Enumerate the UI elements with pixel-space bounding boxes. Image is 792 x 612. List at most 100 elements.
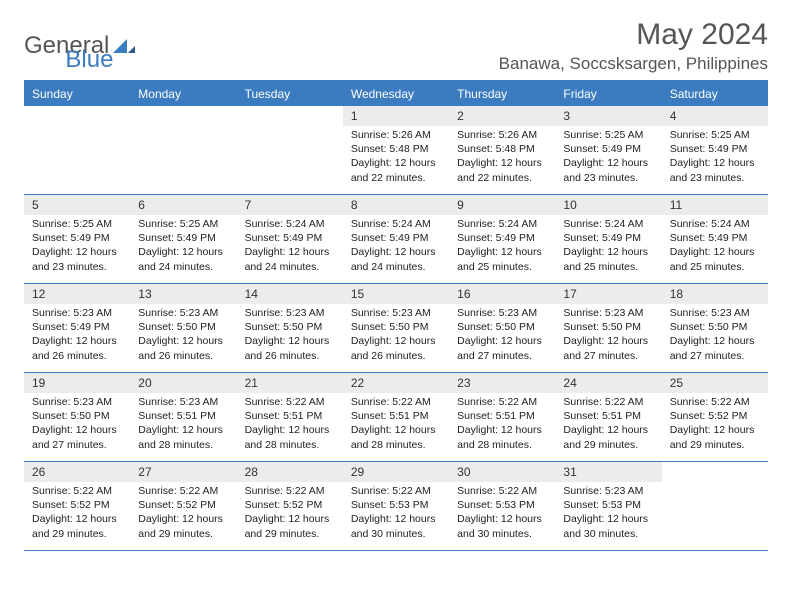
day-number: 18 [662, 284, 768, 304]
day-content: Sunrise: 5:25 AMSunset: 5:49 PMDaylight:… [662, 126, 768, 189]
sunset-text: Sunset: 5:51 PM [138, 409, 228, 423]
day-cell: 19Sunrise: 5:23 AMSunset: 5:50 PMDayligh… [24, 373, 130, 461]
day-number: 8 [343, 195, 449, 215]
day-cell: 16Sunrise: 5:23 AMSunset: 5:50 PMDayligh… [449, 284, 555, 372]
logo-text-blue: Blue [65, 46, 113, 74]
day-number: 10 [555, 195, 661, 215]
day-cell: 12Sunrise: 5:23 AMSunset: 5:49 PMDayligh… [24, 284, 130, 372]
day-content: Sunrise: 5:23 AMSunset: 5:51 PMDaylight:… [130, 393, 236, 456]
daylight-text: Daylight: 12 hours and 26 minutes. [351, 334, 441, 362]
day-number: 30 [449, 462, 555, 482]
day-content [130, 126, 236, 132]
day-cell: 28Sunrise: 5:22 AMSunset: 5:52 PMDayligh… [237, 462, 343, 550]
day-content: Sunrise: 5:24 AMSunset: 5:49 PMDaylight:… [343, 215, 449, 278]
sunrise-text: Sunrise: 5:25 AM [32, 217, 122, 231]
day-header-friday: Friday [555, 82, 661, 106]
day-cell: 7Sunrise: 5:24 AMSunset: 5:49 PMDaylight… [237, 195, 343, 283]
day-number: 31 [555, 462, 661, 482]
day-number: 17 [555, 284, 661, 304]
sunset-text: Sunset: 5:51 PM [351, 409, 441, 423]
day-number: 12 [24, 284, 130, 304]
day-number: 3 [555, 106, 661, 126]
sunset-text: Sunset: 5:51 PM [245, 409, 335, 423]
weeks-container: 1Sunrise: 5:26 AMSunset: 5:48 PMDaylight… [24, 106, 768, 551]
sunset-text: Sunset: 5:49 PM [138, 231, 228, 245]
day-header-thursday: Thursday [449, 82, 555, 106]
day-content: Sunrise: 5:25 AMSunset: 5:49 PMDaylight:… [24, 215, 130, 278]
day-cell [24, 106, 130, 194]
daylight-text: Daylight: 12 hours and 24 minutes. [351, 245, 441, 273]
sunset-text: Sunset: 5:49 PM [563, 231, 653, 245]
day-number: 22 [343, 373, 449, 393]
daylight-text: Daylight: 12 hours and 28 minutes. [138, 423, 228, 451]
day-cell: 1Sunrise: 5:26 AMSunset: 5:48 PMDaylight… [343, 106, 449, 194]
sunrise-text: Sunrise: 5:25 AM [670, 128, 760, 142]
daylight-text: Daylight: 12 hours and 29 minutes. [245, 512, 335, 540]
daylight-text: Daylight: 12 hours and 25 minutes. [670, 245, 760, 273]
sunrise-text: Sunrise: 5:22 AM [670, 395, 760, 409]
day-number: 20 [130, 373, 236, 393]
sunrise-text: Sunrise: 5:25 AM [138, 217, 228, 231]
month-title: May 2024 [499, 18, 768, 52]
sunrise-text: Sunrise: 5:23 AM [670, 306, 760, 320]
daylight-text: Daylight: 12 hours and 30 minutes. [351, 512, 441, 540]
day-content: Sunrise: 5:26 AMSunset: 5:48 PMDaylight:… [343, 126, 449, 189]
day-content: Sunrise: 5:23 AMSunset: 5:50 PMDaylight:… [237, 304, 343, 367]
day-cell: 29Sunrise: 5:22 AMSunset: 5:53 PMDayligh… [343, 462, 449, 550]
sunset-text: Sunset: 5:50 PM [351, 320, 441, 334]
sunset-text: Sunset: 5:50 PM [32, 409, 122, 423]
daylight-text: Daylight: 12 hours and 28 minutes. [351, 423, 441, 451]
day-number: 27 [130, 462, 236, 482]
daylight-text: Daylight: 12 hours and 29 minutes. [670, 423, 760, 451]
daylight-text: Daylight: 12 hours and 30 minutes. [563, 512, 653, 540]
day-number: 1 [343, 106, 449, 126]
week-row: 1Sunrise: 5:26 AMSunset: 5:48 PMDaylight… [24, 106, 768, 195]
daylight-text: Daylight: 12 hours and 27 minutes. [670, 334, 760, 362]
day-number: 26 [24, 462, 130, 482]
day-header-monday: Monday [130, 82, 236, 106]
day-content: Sunrise: 5:23 AMSunset: 5:50 PMDaylight:… [449, 304, 555, 367]
day-headers-row: Sunday Monday Tuesday Wednesday Thursday… [24, 82, 768, 106]
daylight-text: Daylight: 12 hours and 26 minutes. [32, 334, 122, 362]
day-content: Sunrise: 5:22 AMSunset: 5:52 PMDaylight:… [24, 482, 130, 545]
day-content: Sunrise: 5:22 AMSunset: 5:52 PMDaylight:… [237, 482, 343, 545]
sunset-text: Sunset: 5:52 PM [138, 498, 228, 512]
day-number [662, 462, 768, 482]
sunset-text: Sunset: 5:52 PM [32, 498, 122, 512]
day-cell: 17Sunrise: 5:23 AMSunset: 5:50 PMDayligh… [555, 284, 661, 372]
sunset-text: Sunset: 5:53 PM [351, 498, 441, 512]
day-number: 7 [237, 195, 343, 215]
sunrise-text: Sunrise: 5:22 AM [138, 484, 228, 498]
day-cell: 9Sunrise: 5:24 AMSunset: 5:49 PMDaylight… [449, 195, 555, 283]
day-content: Sunrise: 5:24 AMSunset: 5:49 PMDaylight:… [237, 215, 343, 278]
day-number: 24 [555, 373, 661, 393]
daylight-text: Daylight: 12 hours and 22 minutes. [351, 156, 441, 184]
sunrise-text: Sunrise: 5:26 AM [351, 128, 441, 142]
sunrise-text: Sunrise: 5:22 AM [245, 484, 335, 498]
sunset-text: Sunset: 5:51 PM [563, 409, 653, 423]
day-cell: 24Sunrise: 5:22 AMSunset: 5:51 PMDayligh… [555, 373, 661, 461]
daylight-text: Daylight: 12 hours and 27 minutes. [32, 423, 122, 451]
day-cell [237, 106, 343, 194]
sunset-text: Sunset: 5:50 PM [563, 320, 653, 334]
day-number: 15 [343, 284, 449, 304]
day-cell: 25Sunrise: 5:22 AMSunset: 5:52 PMDayligh… [662, 373, 768, 461]
sunrise-text: Sunrise: 5:24 AM [245, 217, 335, 231]
sunset-text: Sunset: 5:48 PM [457, 142, 547, 156]
daylight-text: Daylight: 12 hours and 24 minutes. [138, 245, 228, 273]
sunrise-text: Sunrise: 5:22 AM [32, 484, 122, 498]
sunset-text: Sunset: 5:49 PM [457, 231, 547, 245]
day-content: Sunrise: 5:24 AMSunset: 5:49 PMDaylight:… [555, 215, 661, 278]
daylight-text: Daylight: 12 hours and 28 minutes. [245, 423, 335, 451]
day-cell: 4Sunrise: 5:25 AMSunset: 5:49 PMDaylight… [662, 106, 768, 194]
day-cell: 3Sunrise: 5:25 AMSunset: 5:49 PMDaylight… [555, 106, 661, 194]
sunrise-text: Sunrise: 5:26 AM [457, 128, 547, 142]
sunset-text: Sunset: 5:49 PM [32, 231, 122, 245]
day-content: Sunrise: 5:22 AMSunset: 5:53 PMDaylight:… [449, 482, 555, 545]
daylight-text: Daylight: 12 hours and 23 minutes. [670, 156, 760, 184]
day-cell: 15Sunrise: 5:23 AMSunset: 5:50 PMDayligh… [343, 284, 449, 372]
day-number: 11 [662, 195, 768, 215]
day-cell: 30Sunrise: 5:22 AMSunset: 5:53 PMDayligh… [449, 462, 555, 550]
day-content [662, 482, 768, 488]
day-content: Sunrise: 5:23 AMSunset: 5:50 PMDaylight:… [662, 304, 768, 367]
